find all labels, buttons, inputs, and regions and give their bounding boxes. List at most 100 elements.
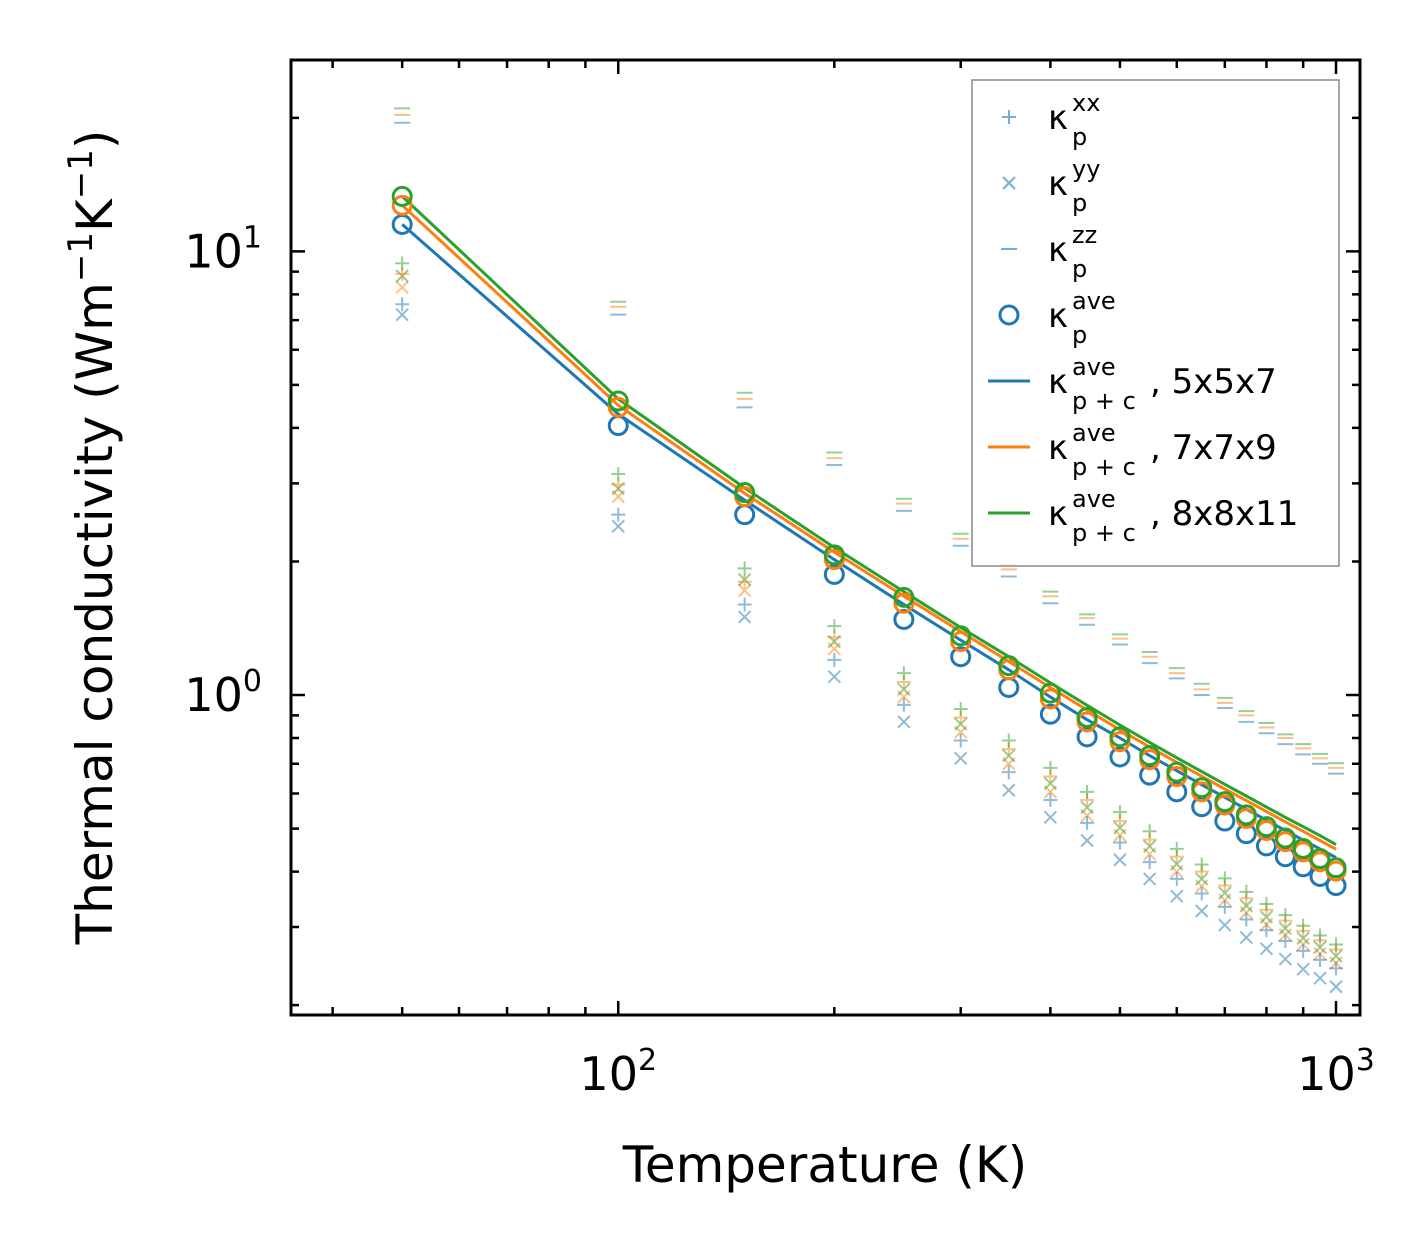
data-point-kxx-8x8x11: [827, 619, 842, 634]
data-point-kxx-8x8x11: [1259, 897, 1274, 912]
legend-superscript: ave: [1072, 287, 1116, 315]
legend-subscript: p: [1072, 123, 1087, 151]
legend-superscript: zz: [1072, 221, 1097, 249]
data-point-kave-7x7x9: [893, 592, 915, 614]
data-point-kxx-8x8x11: [1217, 871, 1232, 886]
data-point-kave-8x8x11: [950, 625, 972, 647]
data-point-kxx-5x5x7: [1043, 792, 1058, 807]
data-point-kave-8x8x11: [1191, 777, 1213, 799]
y-axis-label: Thermal conductivity (Wm−1K−1): [61, 130, 124, 946]
data-point-kave-8x8x11: [1039, 682, 1061, 704]
x-tick-label-base: 10: [1297, 1047, 1356, 1101]
data-point-kxx-5x5x7: [1239, 912, 1254, 927]
legend-entry: κ yy p: [1002, 155, 1100, 217]
x-tick-label-exp: 2: [638, 1043, 657, 1078]
data-point-kave-7x7x9: [391, 194, 413, 216]
legend-entry: κ zz p: [1001, 221, 1097, 283]
legend-subscript: p + c: [1072, 453, 1136, 481]
data-point-kxx-5x5x7: [1329, 961, 1344, 976]
legend-entry: κ ave p: [998, 287, 1116, 349]
data-point-kxx-5x5x7: [1217, 899, 1232, 914]
data-point-kave-8x8x11: [1139, 745, 1161, 767]
data-point-kave-5x5x7: [823, 563, 845, 585]
legend-subscript: p + c: [1072, 387, 1136, 415]
legend-label: κ ave p + c , 8x8x11: [1048, 485, 1298, 547]
data-point-kxx-8x8x11: [1142, 824, 1157, 839]
x-axis-label: Temperature (K): [622, 1136, 1027, 1194]
data-point-kave-8x8x11: [893, 586, 915, 608]
data-point-kave-8x8x11: [1235, 804, 1257, 826]
y-axis-label-close: ): [66, 130, 124, 150]
x-tick-label: 103: [1297, 1043, 1375, 1101]
legend-subscript: p + c: [1072, 519, 1136, 547]
y-tick-label: 100: [184, 664, 262, 722]
legend-subscript: p: [1072, 189, 1087, 217]
data-point-kxx-8x8x11: [1043, 760, 1058, 775]
data-point-kyy-5x5x7: [1259, 942, 1274, 956]
data-point-kave-8x8x11: [823, 544, 845, 566]
data-point-kyy-8x8x11: [1218, 886, 1232, 900]
data-point-kxx-5x5x7: [953, 733, 968, 748]
data-point-kave-5x5x7: [1039, 703, 1061, 725]
data-point-kyy-5x5x7: [897, 715, 911, 729]
legend-symbol: κ: [1048, 428, 1068, 468]
data-point-kxx-7x7x9: [737, 574, 752, 589]
data-point-kyy-5x5x7: [827, 669, 842, 684]
series-line-kave-p-c-8x8x11-8x8x11: [401, 195, 1337, 846]
data-point-kave-8x8x11: [1292, 837, 1314, 859]
data-point-kave-8x8x11: [1255, 816, 1277, 838]
data-point-kyy-8x8x11: [1195, 872, 1209, 886]
data-point-kyy-5x5x7: [1239, 930, 1254, 945]
data-point-kyy-5x5x7: [1296, 962, 1310, 976]
legend-label: κ ave p + c , 7x7x9: [1048, 419, 1277, 481]
data-point-kyy-5x5x7: [1170, 889, 1184, 903]
data-point-kxx-5x5x7: [1313, 952, 1328, 967]
plot-frame: [289, 58, 1362, 1017]
legend-entry: κ ave p + c , 5x5x7: [988, 353, 1277, 415]
legend-label: κ xx p: [1048, 89, 1100, 151]
legend-box: [971, 79, 1340, 567]
data-point-kxx-8x8x11: [395, 256, 410, 271]
data-point-kxx-8x8x11: [1313, 928, 1328, 943]
data-point-kave-5x5x7: [1166, 781, 1188, 803]
x-tick-label: 102: [579, 1043, 657, 1101]
data-point-kxx-5x5x7: [1169, 871, 1184, 886]
legend-symbol: κ: [1048, 362, 1068, 402]
data-point-kave-5x5x7: [734, 504, 756, 526]
legend-label: κ yy p: [1048, 155, 1100, 217]
data-point-kave-5x5x7: [950, 646, 972, 668]
data-point-kave-8x8x11: [1274, 827, 1296, 849]
data-point-kxx-5x5x7: [1080, 815, 1095, 830]
legend-marker-plus: [1002, 110, 1016, 124]
data-point-kyy-8x8x11: [1296, 931, 1310, 945]
y-axis-label-exp-2: −1: [61, 149, 101, 199]
data-point-kave-5x5x7: [607, 415, 629, 437]
data-point-kyy-8x8x11: [1239, 899, 1254, 913]
data-point-kyy-5x5x7: [1043, 810, 1058, 825]
legend-superscript: ave: [1072, 353, 1116, 381]
data-point-kxx-5x5x7: [1001, 765, 1016, 780]
data-point-kave-8x8x11: [1109, 726, 1131, 748]
legend-label: κ ave p + c , 5x5x7: [1048, 353, 1277, 415]
legend-symbol: κ: [1048, 296, 1068, 336]
data-point-kyy-5x5x7: [1002, 783, 1016, 797]
data-point-kxx-8x8x11: [1112, 804, 1127, 819]
legend-symbol: κ: [1048, 164, 1068, 204]
data-point-kyy-5x5x7: [1329, 980, 1343, 994]
legend-tail: , 8x8x11: [1150, 494, 1298, 534]
y-tick-label: 101: [184, 220, 262, 278]
data-point-kave-8x8x11: [391, 185, 413, 207]
legend-label: κ zz p: [1048, 221, 1097, 283]
data-point-kxx-8x8x11: [953, 702, 968, 717]
data-point-kyy-5x5x7: [1218, 918, 1232, 932]
data-point-kyy-5x5x7: [737, 610, 752, 624]
data-point-kave-8x8x11: [734, 482, 756, 504]
data-point-kxx-5x5x7: [611, 507, 626, 522]
data-point-kave-8x8x11: [1214, 791, 1236, 813]
data-point-kyy-5x5x7: [1142, 872, 1157, 886]
legend-subscript: p: [1072, 321, 1087, 349]
legend-entry: κ ave p + c , 8x8x11: [988, 485, 1298, 547]
legend-symbol: κ: [1048, 494, 1068, 534]
legend-symbol: κ: [1048, 98, 1068, 138]
